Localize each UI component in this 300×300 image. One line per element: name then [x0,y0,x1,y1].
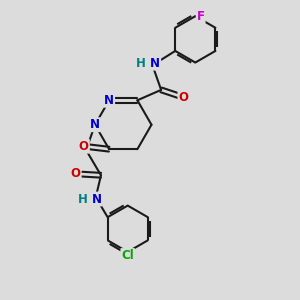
Text: O: O [71,167,81,180]
Text: N: N [92,193,101,206]
Text: N: N [104,94,114,107]
Text: N: N [90,118,100,131]
Text: O: O [79,140,89,153]
Text: F: F [197,10,205,23]
Text: Cl: Cl [121,249,134,262]
Text: H: H [78,193,88,206]
Text: O: O [178,91,188,104]
Text: N: N [150,57,160,70]
Text: H: H [136,57,146,70]
